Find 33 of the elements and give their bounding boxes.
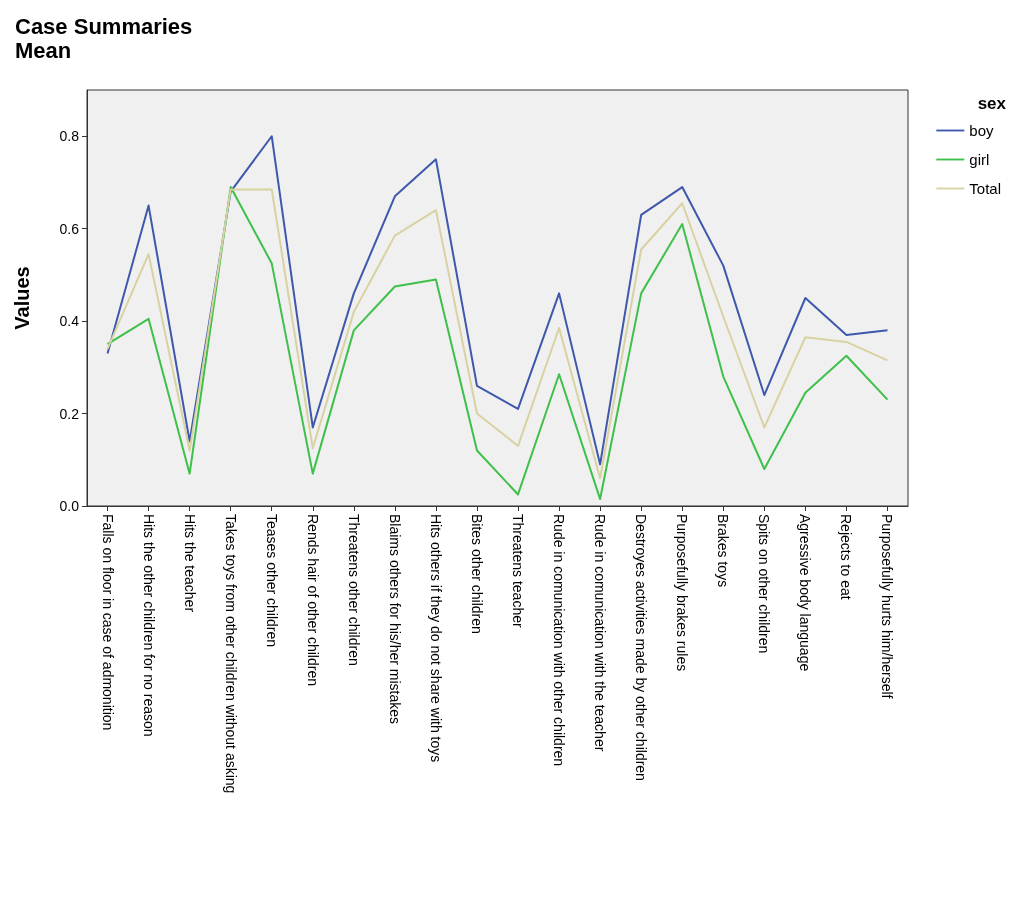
x-tick-label: Threatens other children [345,514,362,666]
x-tick-label: Purposefully brakes rules [674,514,691,672]
x-tick-label: Takes toys from other children without asking [222,514,239,794]
legend-label: boy [969,122,994,139]
chart-subtitle: Mean [15,37,72,63]
x-tick-label: Rejects to eat [838,514,855,600]
x-tick-label: Agressive body language [797,514,814,672]
x-tick-label: Teases other children [263,514,280,648]
y-tick-label: 0.0 [59,498,80,514]
line-series [106,135,889,466]
x-tick-label: Spits on other children [756,514,773,654]
legend-label: Total [969,180,1001,197]
chart-title: Case Summaries [15,13,193,39]
legend-title: sex [977,94,1007,113]
x-tick-label: Bites other children [468,514,485,634]
x-tick-label: Purposefully hurts him/herself [879,514,896,699]
y-tick-label: 0.6 [59,220,80,237]
x-tick-label: Threatens teacher [510,514,527,628]
x-tick-label: Destroyes activities made by other children [633,514,650,781]
y-tick-label: 0.8 [59,128,80,145]
y-axis-title: Values [11,266,33,330]
y-tick-label: 0.4 [59,313,80,330]
x-tick-label: Rude in comunication with the teacher [592,514,609,752]
x-tick-label: Rude in comunication with other children [551,514,568,767]
x-tick-label: Hits others if they do not share with toys [427,514,444,763]
x-tick-label: Brakes toys [715,514,732,588]
legend-label: girl [969,151,990,168]
x-tick-label: Falls on floor in case of admonition [99,514,116,731]
x-tick-label: Hits the other children for no reason [140,514,157,737]
x-tick-label: Blaims others for his/her mistakes [386,514,403,725]
x-tick-label: Hits the teacher [181,514,198,613]
x-tick-label: Rends hair of other children [304,514,321,686]
y-tick-label: 0.2 [59,405,80,422]
